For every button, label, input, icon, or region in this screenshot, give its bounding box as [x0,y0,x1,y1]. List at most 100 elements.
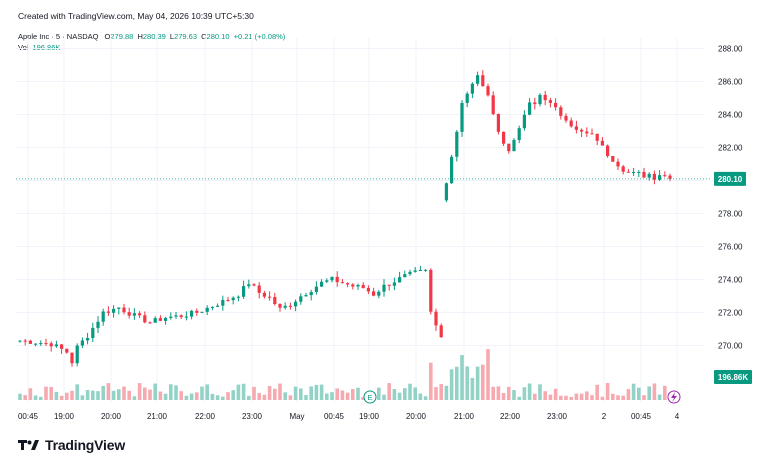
candle-body [294,301,298,307]
volume-bar [189,393,194,400]
volume-bar [527,383,532,400]
volume-row: Vol 196.86K [18,42,285,53]
candle-body [361,284,365,289]
volume-bar [397,392,402,400]
volume-bar [283,392,287,400]
volume-bar [314,384,319,400]
volume-bar [148,389,152,400]
volume-bar [621,395,625,400]
candle-body [325,280,329,282]
x-tick-label: 4 [675,412,680,421]
candle-body [517,128,521,140]
volume-label[interactable]: Vol [18,43,29,52]
candle-body [184,316,188,318]
volume-bar [101,385,105,400]
candle-body [444,183,448,201]
candle-body [377,291,381,296]
volume-bar [127,390,131,400]
candle-body [216,305,220,307]
change-value: +0.21 (+0.08%) [233,32,286,41]
candle-body [39,343,43,345]
candle-body [408,271,412,275]
candle-body [559,107,563,116]
candle-body [642,171,646,178]
candle-body [429,269,433,312]
tradingview-logo[interactable]: TradingView [18,437,125,453]
candle-body [252,284,256,286]
candle-body [652,173,656,180]
symbol-name[interactable]: Apple Inc · 5 · NASDAQ [18,32,99,41]
candle-body [174,315,178,317]
volume-badge-label: 196.86K [718,373,748,382]
volume-bar [75,384,79,400]
candle-body [564,115,568,121]
x-tick-label: 20:00 [101,412,122,421]
candle-body [112,308,116,313]
volume-bar [179,391,183,400]
tradingview-logo-icon [18,440,39,450]
candle-body [663,175,667,177]
volume-bar [231,390,235,400]
volume-bar [413,387,417,400]
volume-bar [28,388,33,400]
candle-body [356,284,360,287]
volume-bar [574,393,579,400]
volume-bar [403,388,407,400]
volume-bar [392,389,397,400]
lightning-icon-glyph [671,392,677,402]
candle-body [491,95,495,115]
volume-bar [18,393,22,400]
volume-bar [449,369,454,400]
candle-body [600,140,604,146]
volume-bar [65,392,69,400]
open-label: O [104,32,111,41]
volume-bar [215,395,220,400]
candle-body [44,343,48,345]
volume-bar [647,386,651,400]
volume-bar [486,349,490,400]
candle-body [543,94,547,101]
candle-body [470,83,474,94]
volume-bar [429,362,433,400]
candle-body [18,340,22,342]
volume-bar [418,393,423,400]
ohlc-row: Apple Inc · 5 · NASDAQ O279.88 H280.39 L… [18,31,285,42]
volume-bar [163,393,168,400]
volume-bar [564,395,568,400]
close-value: 280.10 [206,32,230,41]
candle-body [242,286,246,297]
candle-body [80,340,84,346]
candle-body [210,306,214,308]
volume-bar [117,389,121,400]
volume-bar [309,386,313,400]
volume-bar [174,385,178,400]
volume-bar [49,386,53,400]
created-caption: Created with TradingView.com, May 04, 20… [18,11,254,21]
volume-bar [200,386,204,400]
volume-badge [714,370,752,384]
volume-bar [559,395,563,400]
candle-body [273,297,277,304]
volume-bar [642,395,646,400]
candle-body [418,269,422,271]
x-tick-label: 21:00 [147,412,168,421]
candle-body [590,133,594,135]
candle-body [434,311,438,326]
volume-bar [600,396,605,400]
volume-bar [39,396,43,400]
volume-bar [465,366,469,400]
volume-bar [299,388,303,400]
volume-bar [460,355,464,400]
candle-body [637,171,641,173]
volume-bar [434,387,438,400]
candle-body [580,129,584,132]
x-tick-label: 00:45 [631,412,652,421]
candle-body [533,102,537,105]
volume-bar [585,391,589,400]
candle-body [481,75,485,87]
candle-body [101,311,105,322]
volume-bar [611,393,615,400]
volume-bar [33,395,38,400]
y-tick-label: 286.00 [718,78,743,87]
